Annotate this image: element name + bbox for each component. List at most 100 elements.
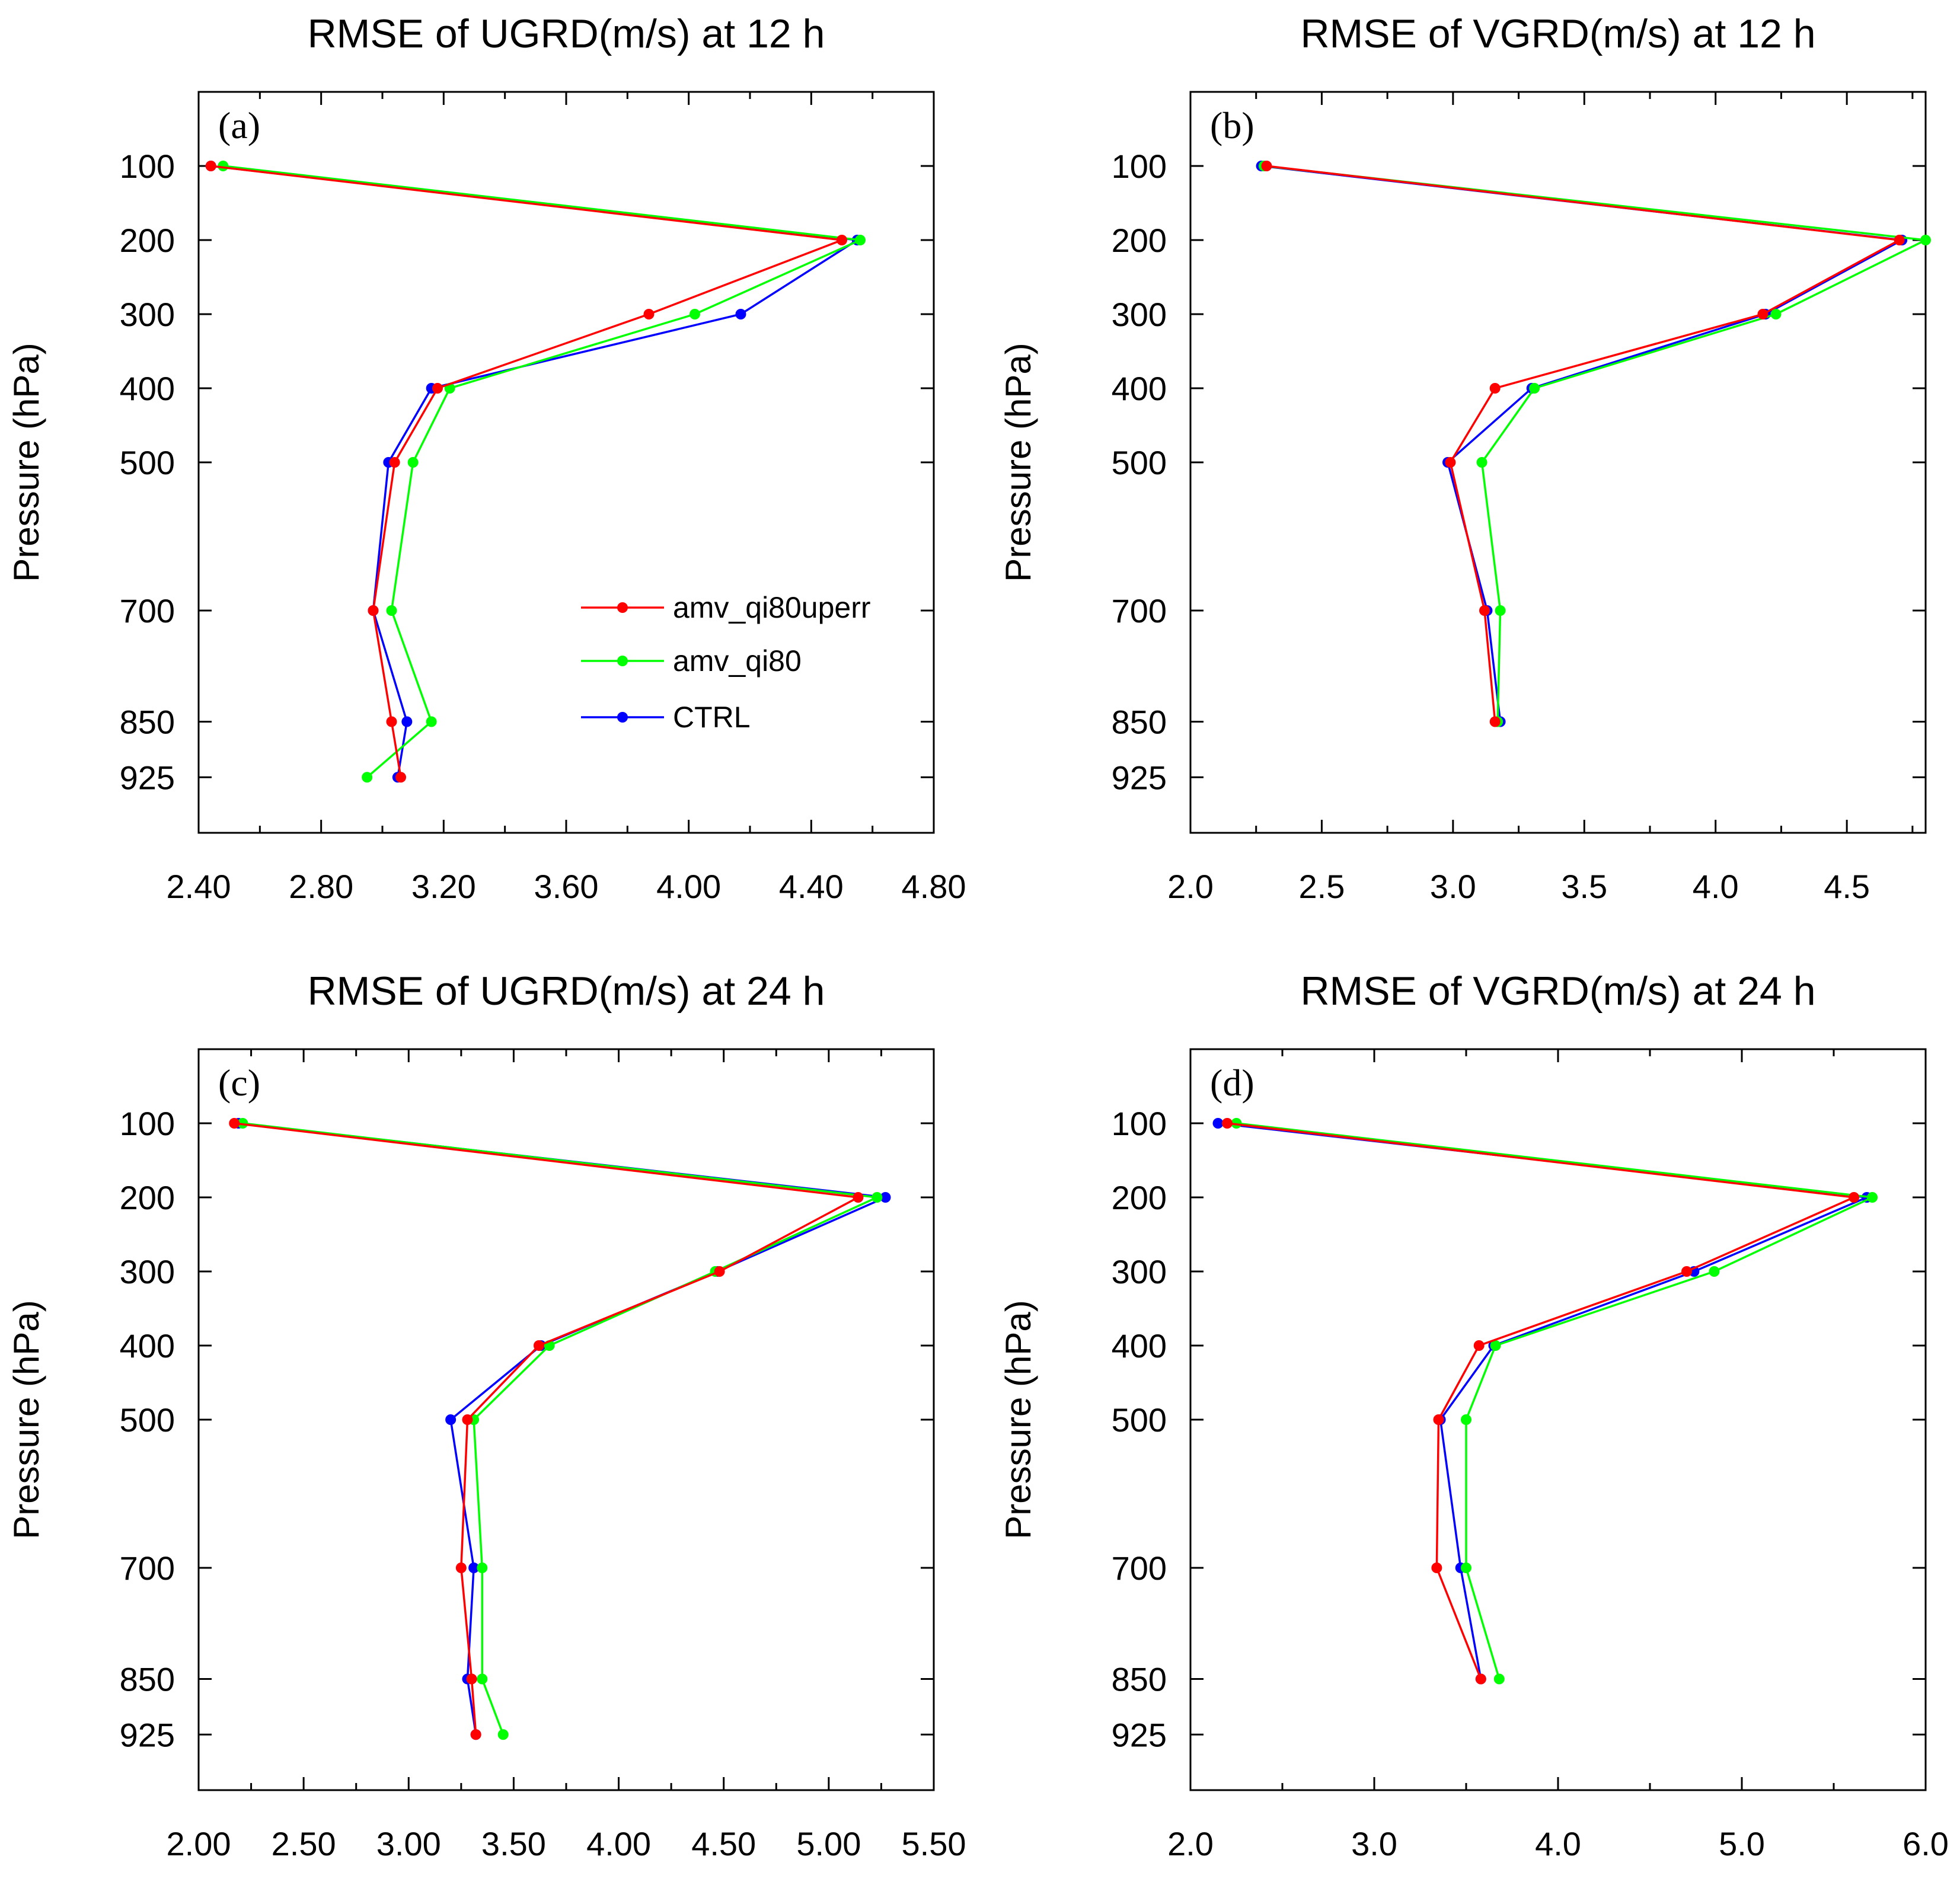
chart-title: RMSE of UGRD(m/s) at 24 h [308,969,825,1014]
x-tick-label: 2.50 [272,1825,336,1862]
y-tick-label: 100 [120,148,175,185]
series-line-CTRL [238,1122,890,1735]
x-tick-label: 3.0 [1351,1825,1397,1862]
x-tick-label: 2.00 [167,1825,231,1862]
y-axis-label: Pressure (hPa) [998,1300,1038,1539]
plot-frame [197,91,935,834]
panel-tag: (d) [1210,1062,1254,1104]
data-point-amv_qi80uperr [1681,1266,1692,1277]
series-line-amv_qi80uperr [1266,165,1903,722]
x-tick-label: 3.50 [481,1825,546,1862]
legend-label-amv_qi80: amv_qi80 [673,644,802,678]
x-tick-label: 3.00 [376,1825,441,1862]
series-line-CTRL [210,165,860,778]
data-point-amv_qi80 [362,772,373,783]
x-tick-label: 2.0 [1167,1825,1214,1862]
data-point-amv_qi80 [1495,605,1506,616]
y-tick-label: 925 [120,759,175,796]
y-tick-label: 300 [120,296,175,333]
data-point-amv_qi80 [1461,1414,1471,1425]
y-axis-label: Pressure (hPa) [7,1300,46,1539]
x-tick-label: 4.00 [586,1825,651,1862]
data-point-amv_qi80uperr [1849,1192,1860,1203]
data-point-amv_qi80 [1231,1118,1242,1129]
data-point-amv_qi80uperr [837,235,847,245]
panel-tag: (b) [1210,104,1254,146]
data-point-amv_qi80 [477,1563,488,1573]
x-tick-label: 4.80 [902,868,966,905]
y-tick-label: 850 [1112,1661,1167,1698]
y-tick-label: 300 [1112,1253,1167,1290]
panel-tag: (c) [218,1062,260,1104]
data-point-amv_qi80uperr [1433,1414,1444,1425]
panel-b: RMSE of VGRD(m/s) at 12 h 2.0 2.5 3.0 3.5 4.0… [998,11,1931,905]
x-tick-label: 2.0 [1167,868,1214,905]
data-point-CTRL [445,1414,457,1425]
y-tick-label: 200 [120,1179,175,1216]
series-line-amv_qi80uperr [1227,1122,1858,1680]
data-point-amv_qi80uperr [470,1729,481,1740]
data-point-CTRL [468,1563,480,1573]
data-point-amv_qi80 [497,1729,509,1740]
series-line-amv_qi80 [242,1122,881,1735]
data-point-amv_qi80 [689,309,700,319]
y-tick-label: 500 [1112,444,1167,481]
x-tick-label: 4.5 [1824,868,1870,905]
data-point-amv_qi80uperr [389,457,400,468]
series-line-amv_qi80 [1236,1122,1876,1679]
y-tick-label: 925 [1112,759,1167,796]
data-point-amv_qi80uperr [1431,1563,1442,1573]
x-tick-label: 3.60 [534,868,599,905]
y-tick-label: 300 [120,1253,175,1290]
series-line-amv_qi80 [223,165,864,778]
data-point-amv_qi80uperr [1479,605,1490,616]
data-point-amv_qi80uperr [1222,1118,1233,1129]
y-tick-label: 100 [1112,148,1167,185]
y-tick-label: 700 [120,592,175,630]
data-point-amv_qi80uperr [1473,1340,1485,1351]
x-tick-label: 2.40 [167,868,231,905]
x-tick-label: 5.00 [796,1825,861,1862]
legend-marker-CTRL [617,712,628,723]
y-tick-label: 925 [120,1716,175,1753]
data-point-amv_qi80 [1529,383,1540,394]
x-tick-label: 4.50 [691,1825,756,1862]
series-line-amv_qi80 [1263,165,1930,722]
y-tick-label: 500 [120,1401,175,1439]
legend-label-amv_qi80uperr: amv_qi80uperr [673,591,871,624]
chart-title: RMSE of VGRD(m/s) at 12 h [1300,11,1815,56]
x-tick-label: 4.00 [656,868,721,905]
data-point-amv_qi80 [855,235,866,245]
series-line-amv_qi80uperr [210,165,842,778]
data-point-amv_qi80 [1920,235,1931,245]
data-point-amv_qi80uperr [368,605,379,616]
y-tick-label: 100 [120,1105,175,1142]
panel-tag: (a) [218,104,260,146]
data-point-amv_qi80 [1770,309,1782,319]
data-point-amv_qi80uperr [1445,457,1456,468]
y-tick-label: 300 [1112,296,1167,333]
y-tick-label: 200 [1112,222,1167,259]
series-line-CTRL [1261,165,1905,722]
y-tick-label: 925 [1112,1716,1167,1753]
data-point-amv_qi80uperr [1475,1673,1486,1685]
y-tick-label: 850 [1112,704,1167,741]
data-point-amv_qi80uperr [462,1414,473,1425]
legend-marker-amv_qi80 [617,656,628,666]
data-point-CTRL [401,716,413,727]
data-point-amv_qi80uperr [1757,309,1769,319]
x-tick-label: 6.0 [1902,1825,1949,1862]
data-point-amv_qi80 [386,605,397,616]
data-point-amv_qi80uperr [533,1340,544,1351]
legend-label-CTRL: CTRL [673,701,751,734]
data-point-amv_qi80 [407,457,419,468]
x-tick-label: 3.5 [1561,868,1607,905]
y-axis-label: Pressure (hPa) [998,343,1038,581]
chart-title: RMSE of VGRD(m/s) at 24 h [1300,969,1815,1014]
x-tick-label: 2.80 [289,868,353,905]
y-tick-label: 400 [120,1327,175,1365]
x-tick-label: 3.20 [411,868,476,905]
x-tick-label: 4.0 [1535,1825,1581,1862]
y-tick-label: 400 [1112,1327,1167,1365]
